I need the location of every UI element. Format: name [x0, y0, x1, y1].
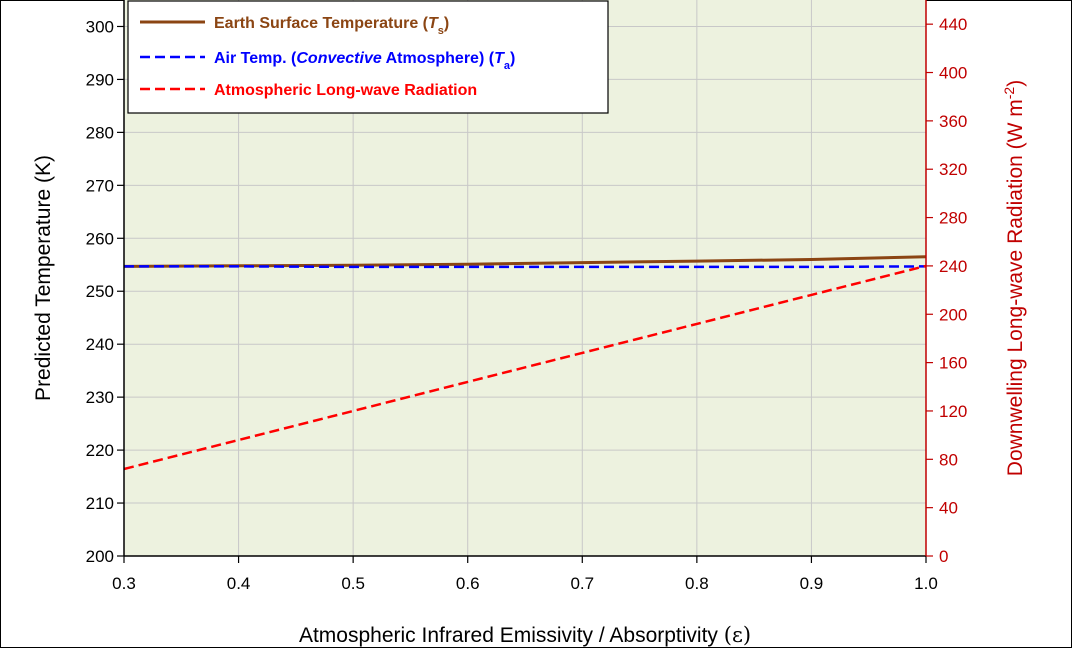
x-tick-label: 0.7	[570, 574, 594, 593]
y-right-tick-label: 440	[939, 15, 967, 34]
legend-label-3: Atmospheric Long-wave Radiation	[214, 82, 477, 99]
legend-label-2: Air Temp. (Convective Atmosphere) (Ta)	[214, 50, 515, 72]
series-line-2	[124, 265, 927, 269]
y-left-tick-label: 300	[86, 17, 114, 36]
legend: Earth Surface Temperature (Ts) Air Temp. …	[127, 0, 609, 114]
y-right-tick-label: 160	[939, 354, 967, 373]
y-right-axis-title: Downwelling Long-wave Radiation (W m-2)	[1001, 80, 1027, 476]
axes: 0.3 0.4 0.5 0.6 0.7 0.8 0.9 1.0 200 210 220 230 240 2…	[86, 0, 967, 593]
legend-label-1: Earth Surface Temperature (Ts)	[214, 15, 449, 37]
series-line-3	[123, 264, 927, 471]
y-left-tick-label: 290	[86, 70, 114, 89]
x-tick-label: 0.3	[112, 574, 136, 593]
y-left-tick-label: 280	[86, 123, 114, 142]
y-left-tick-label: 200	[86, 547, 114, 566]
y-left-tick-label: 250	[86, 282, 114, 301]
y-right-tick-label: 280	[939, 209, 967, 228]
x-axis-title: Atmospheric Infrared Emissivity / Absorp…	[299, 623, 751, 647]
x-tick-label: 0.8	[685, 574, 709, 593]
y-right-tick-label: 40	[939, 499, 958, 518]
y-left-tick-label: 240	[86, 335, 114, 354]
y-right-tick-label: 360	[939, 112, 967, 131]
y-right-tick-label: 120	[939, 402, 967, 421]
axis-titles: Atmospheric Infrared Emissivity / Absorp…	[32, 80, 1027, 647]
x-tick-label: 1.0	[914, 574, 938, 593]
x-tick-label: 0.5	[341, 574, 365, 593]
y-left-tick-label: 220	[86, 441, 114, 460]
y-right-tick-label: 400	[939, 64, 967, 83]
y-left-tick-label: 270	[86, 176, 114, 195]
legend-box	[127, 0, 609, 114]
y-right-tick-label: 240	[939, 257, 967, 276]
y-left-tick-label: 230	[86, 388, 114, 407]
series-line-1	[123, 255, 927, 268]
y-right-tick-label: 200	[939, 305, 967, 324]
x-tick-label: 0.6	[456, 574, 480, 593]
y-right-tick-label: 320	[939, 160, 967, 179]
x-tick-label: 0.9	[800, 574, 824, 593]
y-left-tick-label: 260	[86, 229, 114, 248]
y-right-tick-label: 80	[939, 450, 958, 469]
x-tick-label: 0.4	[227, 574, 251, 593]
y-left-tick-label: 210	[86, 494, 114, 513]
y-right-tick-label: 0	[939, 547, 948, 566]
y-left-axis-title: Predicted Temperature (K)	[32, 155, 55, 401]
